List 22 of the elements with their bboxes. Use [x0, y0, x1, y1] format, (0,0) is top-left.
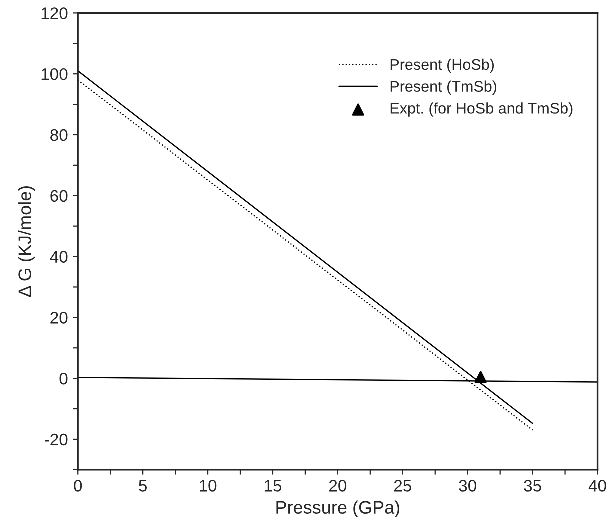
y-axis-title: Δ G (KJ/mole) — [18, 186, 36, 298]
x-axis-title: Pressure (GPa) — [276, 500, 400, 518]
y-tick-label: 20 — [50, 312, 68, 324]
legend-label: Expt. (for HoSb and TmSb) — [390, 102, 573, 117]
x-tick-label: 30 — [459, 480, 476, 492]
x-tick-label: 25 — [394, 480, 412, 492]
y-tick-label: 80 — [50, 129, 68, 142]
y-tick-label: -20 — [45, 434, 68, 446]
y-tick-label: 120 — [42, 8, 68, 20]
x-tick-label: 35 — [524, 480, 542, 492]
x-tick-label: 15 — [264, 480, 282, 492]
x-tick-label: 40 — [588, 480, 606, 492]
x-tick-label: 5 — [139, 480, 147, 492]
x-tick-label: 20 — [330, 480, 347, 492]
x-tick-label: 0 — [74, 480, 82, 492]
legend-label: Present (HoSb) — [390, 58, 494, 74]
y-tick-label: 40 — [50, 251, 68, 263]
legend-label: Present (TmSb) — [390, 80, 497, 96]
y-tick-label: 0 — [60, 372, 68, 385]
y-tick-label: 100 — [42, 68, 68, 80]
y-tick-label: 60 — [50, 190, 68, 202]
x-tick-label: 10 — [200, 480, 217, 492]
